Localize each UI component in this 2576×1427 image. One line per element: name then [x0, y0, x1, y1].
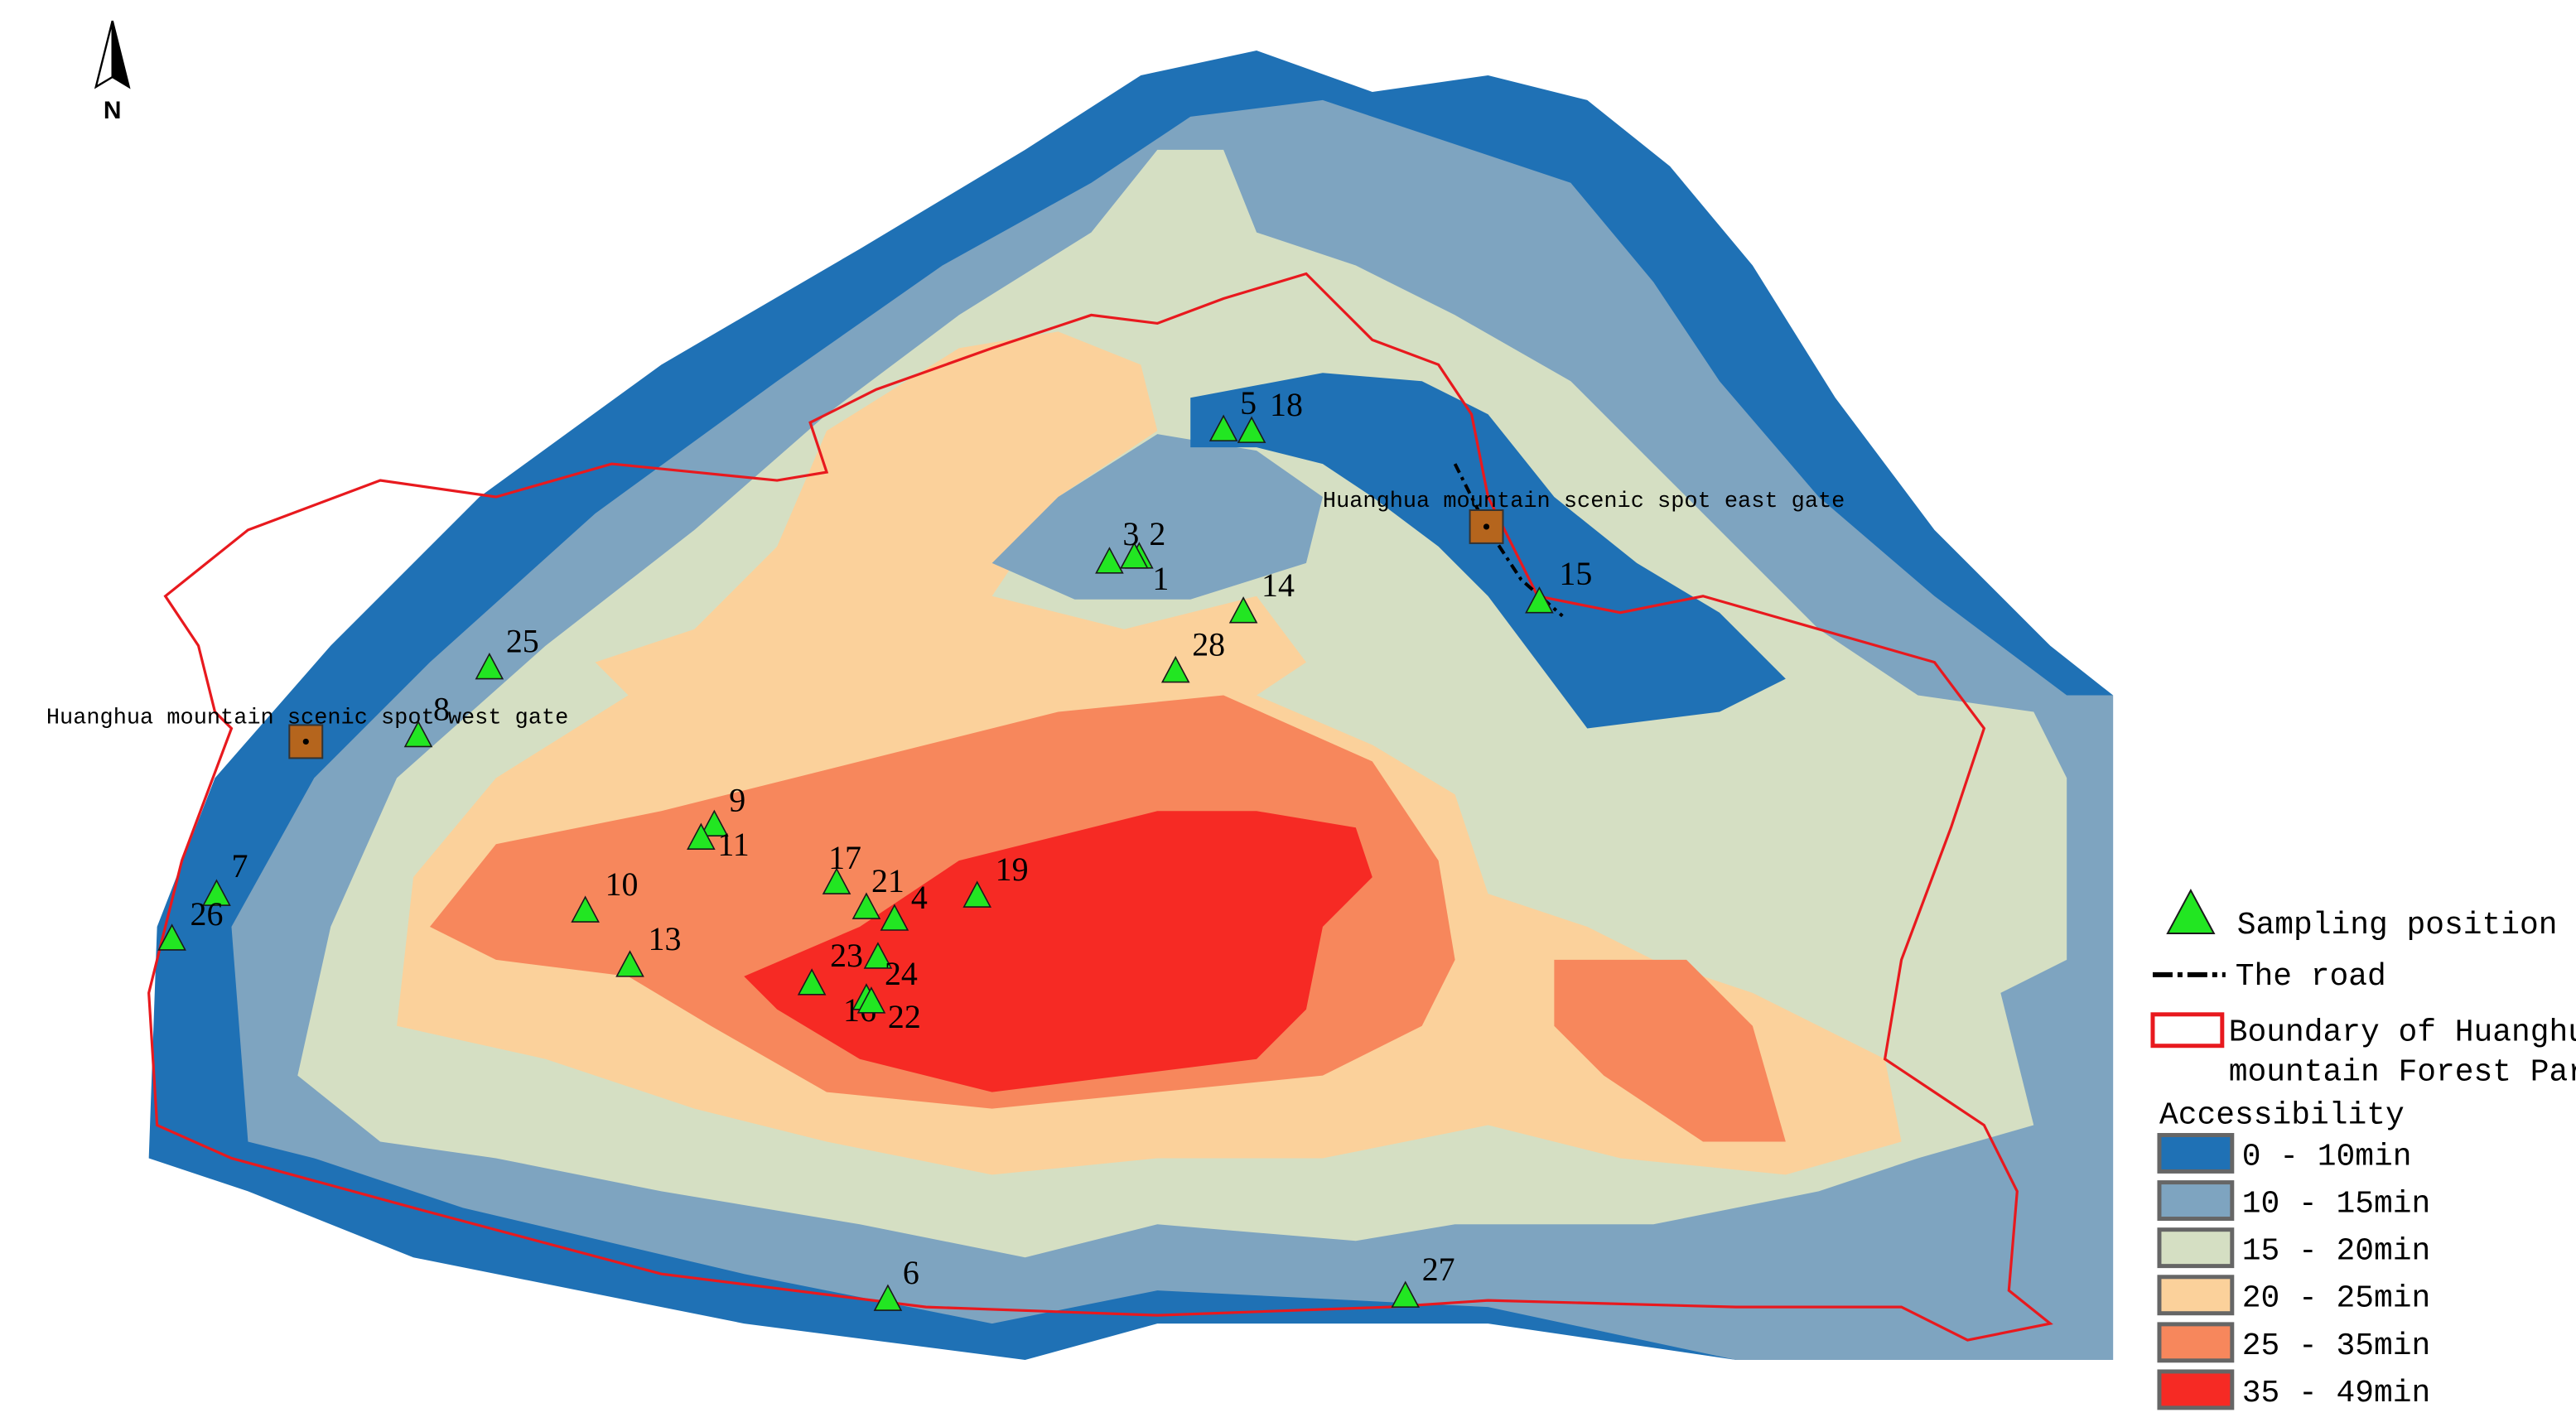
sampling-marker	[851, 892, 881, 919]
sampling-marker	[1095, 547, 1124, 574]
legend-swatch	[2157, 1227, 2235, 1269]
gate-dot	[302, 738, 309, 745]
sampling-label: 8	[433, 690, 450, 727]
sampling-label: 1	[1152, 560, 1169, 597]
legend-label: The road	[2236, 959, 2386, 995]
legend-label: 0 - 10min	[2242, 1139, 2412, 1174]
accessibility-zones	[148, 51, 2114, 1360]
legend-label: Sampling position	[2237, 908, 2558, 943]
sampling-marker	[1120, 542, 1149, 569]
sampling-marker	[615, 950, 644, 977]
sampling-label: 7	[231, 847, 248, 885]
sampling-marker	[822, 867, 851, 894]
gates: Huanghua mountain scenic spot west gate H…	[46, 489, 1845, 759]
sampling-label: 15	[1559, 555, 1592, 592]
legend-label: 15 - 20min	[2242, 1234, 2430, 1270]
north-arrow: N	[94, 20, 131, 124]
sampling-label: 17	[828, 839, 861, 876]
zone	[744, 811, 1372, 1092]
sampling-marker	[1391, 1280, 1421, 1308]
sampling-marker	[202, 879, 231, 906]
legend-label: 35 - 49min	[2242, 1376, 2430, 1411]
sampling-label: 27	[1422, 1251, 1455, 1288]
sampling-marker	[475, 652, 504, 680]
sampling-marker	[403, 720, 433, 748]
sampling-label: 24	[885, 955, 918, 992]
sampling-label: 21	[871, 862, 904, 899]
zone	[991, 434, 1323, 600]
legend-title: Accessibility	[2159, 1098, 2405, 1134]
sampling-marker	[1208, 414, 1238, 441]
sampling-marker	[856, 986, 886, 1014]
sampling-marker	[1237, 416, 1266, 443]
sampling-label: 11	[717, 826, 749, 863]
north-label: N	[104, 97, 122, 124]
legend-swatch	[2157, 1133, 2235, 1174]
legend-swatch	[2157, 1369, 2235, 1410]
sampling-label: 13	[648, 920, 681, 957]
sampling-label: 23	[830, 937, 863, 974]
gate-dot	[1483, 523, 1490, 530]
sampling-marker	[571, 895, 600, 923]
sampling-label: 2	[1149, 515, 1165, 552]
zone	[1554, 959, 1786, 1142]
sampling-label: 14	[1261, 566, 1295, 604]
legend-label: 20 - 25min	[2242, 1281, 2430, 1317]
sampling-label: 28	[1192, 626, 1225, 663]
sampling-label: 3	[1122, 515, 1139, 552]
sampling-label: 19	[996, 851, 1029, 888]
sampling-marker	[962, 880, 992, 908]
legend-label: mountain Forest Park	[2229, 1055, 2576, 1091]
sampling-label: 9	[729, 781, 745, 818]
sampling-label: 25	[506, 623, 539, 660]
legend-label: 10 - 15min	[2242, 1187, 2430, 1222]
sampling-label: 4	[911, 879, 928, 916]
sampling-marker	[700, 809, 729, 837]
north-arrow-left	[94, 20, 113, 89]
legend-swatch	[2157, 1275, 2235, 1316]
legend-sampling-icon	[2166, 888, 2216, 934]
zone	[1190, 373, 1786, 729]
legend-label: 25 - 35min	[2242, 1328, 2430, 1364]
legend: Sampling position The road Boundary of Hua…	[2150, 888, 2576, 1411]
sampling-label: 10	[605, 865, 639, 903]
sampling-marker	[1228, 596, 1258, 624]
sampling-label: 5	[1240, 384, 1257, 422]
sampling-marker	[157, 923, 186, 951]
north-arrow-right	[111, 20, 131, 89]
gate-label: Huanghua mountain scenic spot west gate	[46, 706, 568, 730]
sampling-marker	[863, 942, 893, 969]
sampling-marker	[873, 1284, 903, 1311]
gate-label: Huanghua mountain scenic spot east gate	[1323, 489, 1845, 514]
sampling-marker	[687, 822, 716, 850]
sampling-label: 26	[191, 895, 224, 933]
sampling-marker	[797, 968, 827, 996]
sampling-label: 18	[1270, 386, 1303, 423]
park-boundary	[147, 272, 2053, 1342]
sampling-label: 22	[888, 998, 921, 1035]
sampling-marker	[1525, 586, 1554, 614]
legend-label: Boundary of Huanghua	[2229, 1015, 2576, 1051]
legend-boundary-icon	[2150, 1012, 2225, 1049]
road	[1453, 463, 1564, 618]
sampling-marker	[1160, 655, 1190, 683]
sampling-label: 6	[903, 1254, 919, 1291]
legend-swatch	[2157, 1180, 2235, 1222]
legend-swatch	[2157, 1322, 2235, 1363]
sampling-marker	[880, 904, 909, 931]
